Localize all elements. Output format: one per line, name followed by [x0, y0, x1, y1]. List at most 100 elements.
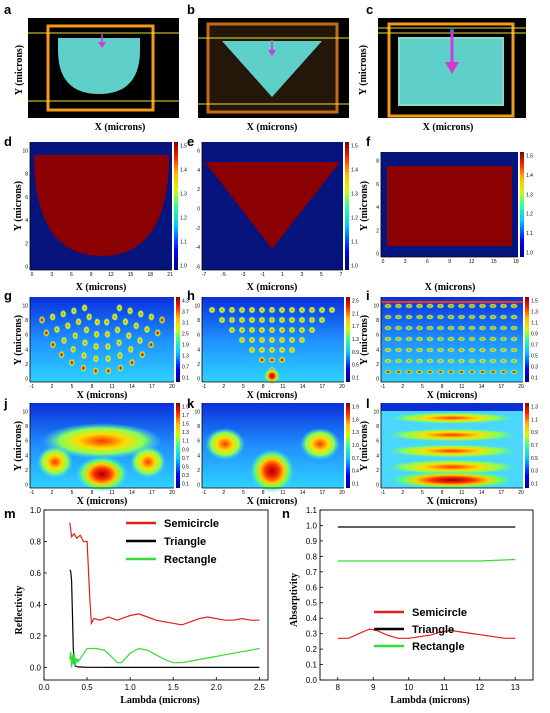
colorbar-tick-label: 1.5 — [182, 422, 189, 428]
field-spot — [288, 316, 296, 324]
field-spot — [447, 336, 455, 342]
x-tick-label: 5 — [320, 272, 323, 278]
y-tick-label: 0 — [376, 483, 379, 489]
colorbar-tick-label: 1.9 — [352, 405, 359, 411]
y-tick-label: 0.2 — [306, 645, 318, 654]
field-spot — [415, 347, 424, 353]
x-axis-label: X (microns) — [95, 122, 146, 133]
reflectivity-chart: 0.0 0.5 1.0 1.5 2.0 2.5 0.0 0.2 0.4 0.6 0.8 1.0 Semi… — [30, 506, 269, 692]
y-tick-label: -4 — [196, 245, 201, 251]
x-tick-label: 8 — [441, 490, 444, 496]
field-spot — [478, 347, 487, 353]
field-spot — [268, 326, 276, 334]
interference-ripples — [38, 303, 166, 375]
x-tick-label: 21 — [167, 272, 173, 278]
plot-frame — [43, 509, 269, 681]
colorbar-tick-label: 1.1 — [180, 240, 187, 246]
schematic-semicircle — [28, 18, 179, 118]
x-tick-label: 5 — [242, 490, 245, 496]
x-tick-label: -3 — [241, 272, 246, 278]
y-tick-label: 4 — [197, 453, 200, 459]
field-spot — [258, 356, 266, 364]
field-spot — [510, 325, 518, 331]
x-axis-label: X (microns) — [427, 496, 478, 507]
y-tick-label: 0.5 — [306, 599, 318, 608]
field-spot — [278, 336, 286, 344]
field-spot — [308, 306, 316, 314]
field-map-j: -1 2 5 8 11 14 17 20 0 2 4 6 8 10 1.9 1.7 1.5 1.3 1.1 0.9 0.… — [22, 403, 189, 496]
y-tick-label: 0.0 — [30, 663, 42, 672]
field-spot — [238, 336, 246, 344]
source-arrow-head — [445, 62, 459, 74]
field-spot — [478, 314, 487, 320]
x-tick-label: 18 — [513, 259, 519, 265]
colorbar — [176, 297, 180, 382]
field-spot — [499, 336, 508, 342]
x-tick-label: 17 — [499, 490, 505, 496]
colorbar-tick-label: 1.3 — [351, 192, 358, 198]
y-tick-label: 2 — [25, 362, 28, 368]
field-spot — [426, 314, 434, 320]
x-tick-label: 2 — [222, 384, 225, 390]
colorbar-tick-label: 1.0 — [351, 264, 358, 270]
field-spot — [104, 342, 112, 351]
colorbar-tick-label: 1.0 — [526, 251, 533, 257]
legend-label: Semicircle — [164, 518, 219, 530]
field-spot — [415, 336, 424, 342]
semicircle-structure — [58, 38, 140, 94]
field-spot — [248, 306, 256, 314]
y-tick-label: 6 — [25, 439, 28, 445]
colorbar-tick-label: 0.9 — [531, 332, 538, 338]
x-tick-label: -1 — [30, 490, 35, 496]
field-spot — [218, 306, 226, 314]
x-tick-label: 17 — [499, 384, 505, 390]
field-spot — [228, 306, 236, 314]
field-spot — [510, 347, 518, 353]
y-tick-label: 6 — [197, 149, 200, 155]
field-spot — [447, 347, 455, 353]
y-tick-label: 8 — [197, 318, 200, 324]
interference-pattern — [381, 301, 523, 375]
y-tick-label: 4 — [25, 453, 28, 459]
y-tick-label: 4 — [197, 347, 200, 353]
x-tick-label: 20 — [518, 384, 524, 390]
y-tick-label: 4 — [25, 218, 28, 224]
colorbar-tick-label: 3.7 — [182, 310, 189, 316]
legend-label: Semicircle — [412, 607, 467, 619]
field-spot — [147, 340, 155, 349]
y-tick-label: 10 — [22, 149, 28, 155]
panel-label-k: k — [187, 396, 195, 411]
y-tick-label: 4 — [376, 205, 379, 211]
field-lobe — [300, 428, 340, 460]
y-tick-label: 0 — [25, 483, 28, 489]
y-tick-label: 0.0 — [306, 676, 318, 685]
field-spot — [499, 369, 508, 375]
y-tick-label: 2 — [197, 468, 200, 474]
colorbar-tick-label: 1.5 — [180, 144, 187, 150]
field-spot — [457, 347, 466, 353]
y-axis-label: Y (microns) — [359, 315, 370, 365]
field-spot — [426, 358, 434, 364]
x-tick-label: 3 — [404, 259, 407, 265]
x-tick-label: 13 — [511, 683, 520, 692]
y-tick-label: 2 — [197, 187, 200, 193]
field-spot — [394, 325, 403, 331]
field-spot — [405, 347, 413, 353]
colorbar-tick-label: 0.7 — [182, 456, 189, 462]
x-tick-label: 9 — [448, 259, 451, 265]
field-spot — [268, 356, 276, 364]
simulation-frame — [387, 22, 515, 118]
y-tick-label: 10 — [373, 304, 379, 310]
x-tick-label: 20 — [169, 384, 175, 390]
x-tick-label: -1 — [202, 384, 207, 390]
y-axis-label: Y (microns) — [13, 421, 24, 471]
colorbar-tick-label: 1.0 — [180, 264, 187, 270]
field-spot — [72, 331, 79, 340]
colorbar — [520, 152, 524, 257]
x-tick-label: 11 — [109, 384, 114, 390]
field-spot — [268, 336, 276, 344]
field-spot — [228, 326, 236, 334]
colorbar-tick-label: 0.4 — [352, 469, 359, 475]
field-spot — [258, 326, 266, 334]
field-spot — [125, 331, 132, 340]
